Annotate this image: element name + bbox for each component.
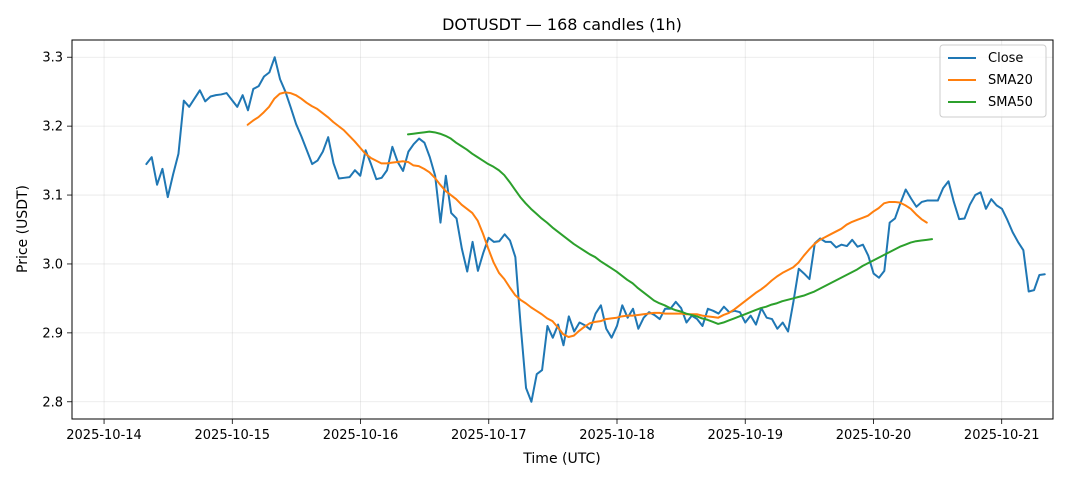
legend-label-sma50: SMA50 — [988, 95, 1033, 110]
y-tick-label: 3.3 — [42, 51, 63, 66]
legend: Close SMA20 SMA50 — [939, 44, 1047, 118]
y-tick-label: 3.0 — [42, 257, 63, 272]
x-tick-label: 2025-10-15 — [195, 428, 271, 443]
x-tick-label: 2025-10-17 — [451, 428, 527, 443]
series-line-sma20 — [246, 91, 928, 338]
plot-frame — [71, 39, 1054, 420]
grid — [72, 40, 1053, 419]
x-tick-label: 2025-10-21 — [964, 428, 1040, 443]
legend-box — [939, 44, 1047, 118]
legend-label-sma20: SMA20 — [988, 73, 1033, 88]
chart-title: DOTUSDT — 168 candles (1h) — [442, 15, 682, 34]
ticks: 2025-10-14 2025-10-15 2025-10-16 2025-10-17… — [42, 51, 1039, 443]
x-tick-label: 2025-10-19 — [707, 428, 783, 443]
y-tick-label: 3.2 — [42, 120, 63, 135]
series-line-sma50 — [406, 130, 934, 325]
x-tick-label: 2025-10-16 — [323, 428, 399, 443]
x-axis-label: Time (UTC) — [522, 451, 600, 467]
x-tick-label: 2025-10-20 — [836, 428, 912, 443]
series-line-close — [145, 56, 1046, 403]
x-tick-label: 2025-10-14 — [66, 428, 142, 443]
y-tick-label: 2.9 — [42, 326, 63, 341]
y-tick-label: 3.1 — [42, 189, 63, 204]
y-tick-label: 2.8 — [42, 395, 63, 410]
y-axis-label: Price (USDT) — [15, 185, 31, 273]
x-tick-label: 2025-10-18 — [579, 428, 655, 443]
series-layer — [145, 56, 1046, 403]
legend-label-close: Close — [988, 51, 1023, 66]
